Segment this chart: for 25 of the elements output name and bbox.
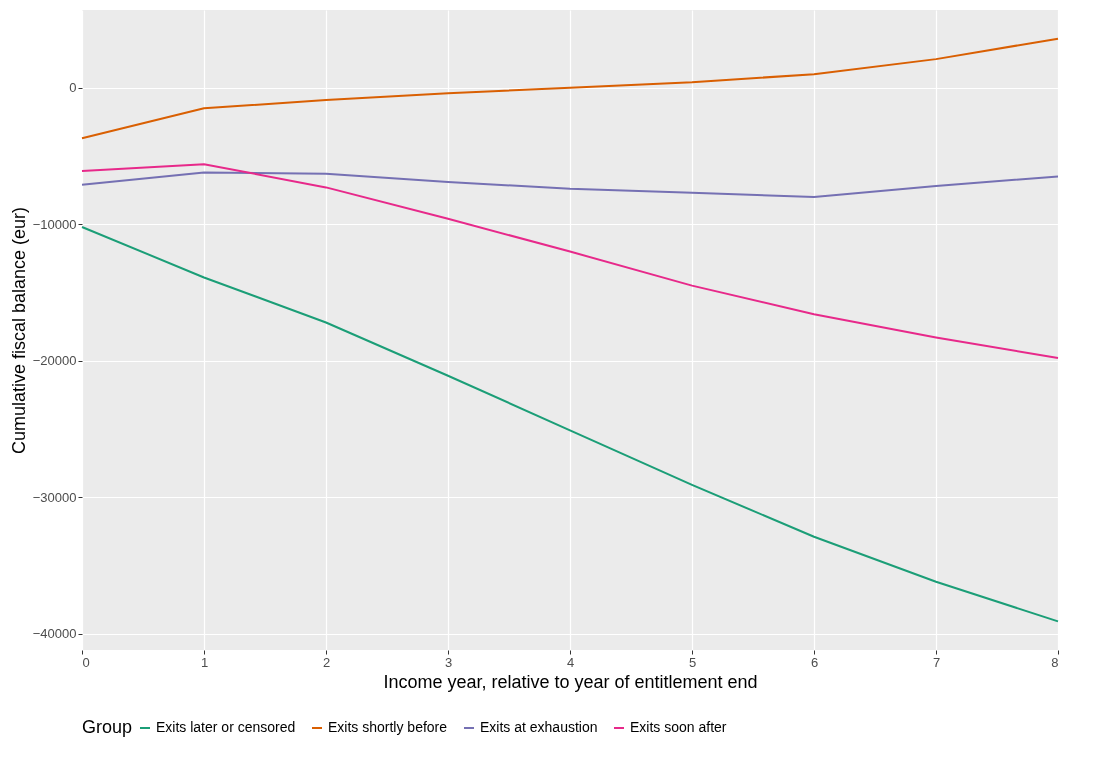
x-tick-label: 5	[688, 654, 697, 670]
line-series	[81, 163, 1059, 359]
x-tick-label: 4	[566, 654, 575, 670]
x-axis-title: Income year, relative to year of entitlement end	[383, 671, 758, 692]
legend-label: Exits shortly before	[328, 719, 448, 735]
y-tick-label: −20000	[32, 353, 77, 369]
legend-label: Exits at exhaustion	[480, 719, 598, 735]
y-axis-title: Cumulative fiscal balance (eur)	[8, 206, 29, 455]
y-tick-label: 0	[69, 80, 77, 96]
x-tick-label: 7	[932, 654, 941, 670]
line-series	[81, 225, 1059, 623]
y-tick-label: −10000	[32, 216, 77, 232]
legend-label: Exits later or censored	[156, 719, 296, 735]
legend-title: Group	[82, 717, 133, 737]
line-series	[81, 37, 1059, 140]
y-tick-label: −40000	[32, 626, 77, 642]
line-series	[81, 171, 1059, 198]
x-tick-label: 6	[810, 654, 819, 670]
y-tick-label: −30000	[32, 489, 77, 505]
x-tick-label: 0	[82, 654, 90, 670]
x-tick-label: 1	[200, 654, 209, 670]
x-tick-label: 2	[322, 654, 331, 670]
legend-label: Exits soon after	[630, 719, 727, 735]
x-tick-label: 8	[1051, 654, 1059, 670]
x-tick-label: 3	[444, 654, 453, 670]
